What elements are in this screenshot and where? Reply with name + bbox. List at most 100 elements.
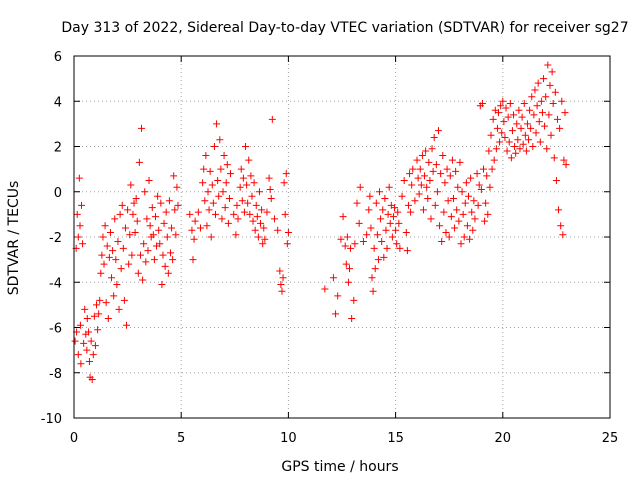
y-tick-label: -8 [49,367,62,382]
data-point [252,201,260,209]
data-point [263,208,271,216]
data-point [337,235,345,243]
data-point [439,152,447,160]
data-point [268,115,276,123]
data-point [260,224,268,232]
data-point [95,310,103,318]
data-point [99,233,107,241]
data-point [90,312,98,320]
data-point [73,210,81,218]
data-point [116,210,124,218]
data-point [464,192,472,200]
data-point [460,233,468,241]
y-tick-label: -6 [49,322,62,337]
data-point [201,197,209,205]
data-point [246,210,254,218]
data-point [138,124,146,132]
data-point [501,133,509,141]
data-point [281,210,289,218]
x-tick-label: 15 [387,431,404,446]
data-point [101,222,109,230]
data-point [535,118,543,126]
data-point [170,172,178,180]
data-point [79,240,87,248]
data-point [208,181,216,189]
data-point [552,176,560,184]
data-point [210,143,218,150]
data-point [414,174,422,182]
data-point [253,213,261,221]
data-point [274,226,282,234]
data-point [458,188,466,196]
data-point [498,129,506,137]
data-point [351,240,359,248]
data-point [172,231,180,239]
data-point [133,217,141,225]
data-point [393,240,401,248]
data-point [461,199,469,207]
data-point [98,251,106,259]
data-point [429,167,437,175]
data-point [151,213,159,221]
data-point [205,206,213,214]
data-point [254,233,262,241]
data-point [249,217,257,225]
data-point [243,181,251,189]
data-point [496,138,504,146]
data-point [88,376,96,384]
data-point [134,269,142,277]
data-point [396,244,404,252]
data-point [483,172,491,180]
data-point [421,172,429,180]
data-point [218,215,226,223]
data-point [199,179,207,187]
data-point [400,176,408,184]
data-point [149,231,157,239]
data-point [123,321,131,329]
x-tick-label: 10 [280,431,297,446]
data-point [113,281,121,289]
data-point [245,156,253,164]
data-point [452,167,460,175]
data-point [119,244,127,252]
data-point [282,170,290,178]
data-point [104,314,112,322]
data-point [334,292,342,300]
data-point [230,210,238,218]
data-point [532,129,540,137]
data-point [94,326,102,334]
data-point [520,100,528,108]
data-point [549,100,557,108]
data-point [480,165,488,173]
data-point [376,188,384,196]
data-point [347,244,355,252]
data-point [216,136,224,144]
data-point [83,314,91,322]
data-point [416,165,424,173]
data-point [512,149,520,157]
data-point [140,240,148,248]
data-point [76,321,84,329]
data-point [365,206,373,214]
data-point [462,179,470,187]
data-point [492,145,500,153]
data-point [129,210,137,218]
data-point [424,195,432,203]
data-point [239,174,247,182]
data-point [220,152,228,160]
data-point [553,115,561,123]
data-point [359,238,367,246]
data-point [536,138,544,146]
data-point [432,161,440,169]
x-tick-labels: 0 5 10 15 20 25 [70,431,618,446]
data-point [468,208,476,216]
data-point [135,158,143,166]
data-point [538,109,546,117]
y-tick-label: -2 [49,231,62,246]
data-point [266,185,274,193]
data-point [430,133,438,141]
data-point [238,197,246,205]
data-point [440,208,448,216]
data-point [93,301,101,309]
data-point [385,183,393,191]
